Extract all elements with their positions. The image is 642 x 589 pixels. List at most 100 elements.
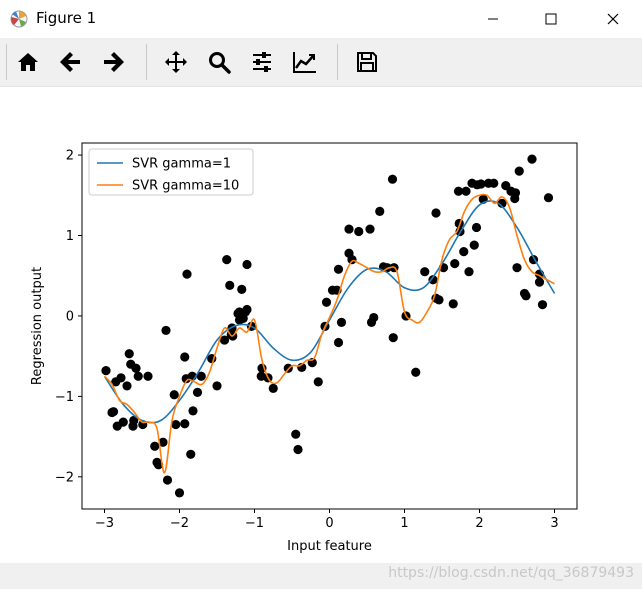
back-arrow-icon: [60, 52, 80, 72]
scatter-point: [321, 297, 332, 307]
x-tick-label: −3: [95, 516, 114, 531]
scatter-point: [521, 291, 531, 301]
scatter-point: [219, 335, 230, 345]
scatter-point: [108, 407, 119, 417]
plot-svg: −3 −2 −1 0 1 2 3 −2 −1 0 1 2 Input feature Regressi…: [30, 142, 578, 554]
scatter-point: [291, 429, 301, 439]
scatter-point: [161, 325, 171, 336]
scatter-point: [464, 267, 474, 277]
y-tick-label: −2: [55, 470, 74, 485]
home-button[interactable]: [12, 46, 44, 78]
scatter-point: [347, 255, 357, 265]
scatter-point: [333, 264, 344, 274]
y-axis-label: Regression output: [30, 267, 45, 385]
scatter-point: [118, 417, 128, 427]
scatter-point: [293, 444, 303, 455]
scatter-point: [186, 449, 196, 459]
y-tick-label: −1: [55, 390, 74, 405]
scatter-point: [510, 188, 521, 198]
scatter-point: [387, 174, 398, 184]
scatter-point: [268, 383, 278, 393]
scatter-point: [169, 390, 179, 400]
scatter-point: [242, 259, 252, 270]
forward-arrow-icon: [104, 52, 124, 72]
scatter-point: [388, 333, 398, 343]
x-axis-label: Input feature: [287, 539, 372, 554]
scatter-point: [354, 226, 364, 237]
axes-frame: [81, 142, 578, 510]
scatter-point: [420, 267, 430, 277]
series-line-2: [103, 193, 555, 474]
scatter-point: [313, 377, 323, 387]
scatter-point: [336, 317, 347, 327]
scatter-point: [182, 269, 192, 279]
scatter-point: [158, 437, 168, 447]
scatter-point: [129, 415, 139, 426]
edit-axis-icon: [293, 52, 316, 73]
scatter-point: [242, 304, 252, 315]
scatter-point: [512, 263, 522, 273]
scatter-point: [212, 381, 222, 391]
maximize-button[interactable]: [528, 0, 574, 38]
edit-axis-button[interactable]: [289, 46, 321, 78]
toolbar-grip: [6, 44, 7, 80]
back-button[interactable]: [55, 46, 87, 78]
scatter-point: [237, 284, 247, 294]
figure-canvas[interactable]: −3 −2 −1 0 1 2 3 −2 −1 0 1 2 Input feature Regressi…: [0, 87, 642, 563]
scatter-point: [222, 255, 232, 265]
configure-subplots-button[interactable]: [246, 46, 278, 78]
title-bar: Figure 1: [0, 0, 642, 38]
close-icon: [607, 13, 619, 25]
scatter-point: [171, 419, 181, 430]
zoom-magnifier-icon: [209, 52, 231, 74]
scatter-point: [537, 300, 548, 310]
legend-entry-label: SVR gamma=10: [132, 179, 239, 194]
pan-button[interactable]: [160, 46, 192, 78]
scatter-point: [469, 240, 479, 250]
x-tick-label: 0: [325, 516, 333, 531]
minimize-icon: [488, 18, 498, 20]
scatter-point: [101, 366, 111, 376]
scatter-point: [133, 371, 143, 381]
scatter-point: [459, 246, 469, 257]
navigation-toolbar: [0, 38, 642, 87]
pan-move-icon: [165, 51, 187, 73]
home-icon: [18, 53, 38, 71]
x-tick-label: 1: [400, 516, 408, 531]
scatter-point: [196, 371, 206, 381]
matplotlib-logo-icon: [10, 10, 28, 28]
watermark-text: https://blog.csdn.net/qq_36879493: [388, 565, 634, 581]
minimize-button[interactable]: [470, 0, 516, 38]
zoom-button[interactable]: [203, 46, 235, 78]
scatter-point: [431, 208, 441, 218]
scatter-point: [497, 198, 507, 208]
scatter-point: [461, 186, 471, 196]
y-tick-label: 1: [66, 229, 74, 244]
scatter-point: [476, 179, 486, 189]
scatter-point: [116, 373, 126, 383]
scatter-point: [153, 460, 164, 470]
toolbar-separator: [337, 44, 338, 80]
scatter-point: [188, 406, 198, 416]
scatter-point: [453, 186, 464, 196]
legend-entry-label: SVR gamma=1: [132, 157, 231, 172]
save-floppy-icon: [357, 52, 377, 72]
save-button[interactable]: [351, 46, 383, 78]
scatter-point: [434, 295, 444, 305]
scatter-point: [344, 224, 354, 234]
x-tick-label: −2: [170, 516, 189, 531]
maximize-icon: [545, 13, 557, 25]
scatter-point: [131, 363, 141, 373]
scatter-point: [369, 312, 379, 323]
close-button[interactable]: [590, 0, 636, 38]
scatter-point: [365, 224, 375, 234]
scatter-point: [225, 280, 235, 290]
x-tick-label: 2: [475, 516, 483, 531]
scatter-point: [124, 349, 134, 359]
scatter-point: [450, 259, 460, 269]
scatter-point: [143, 371, 153, 381]
scatter-point: [514, 166, 524, 176]
status-bar: https://blog.csdn.net/qq_36879493: [0, 563, 642, 589]
forward-button[interactable]: [97, 46, 129, 78]
scatter-point: [489, 178, 499, 188]
